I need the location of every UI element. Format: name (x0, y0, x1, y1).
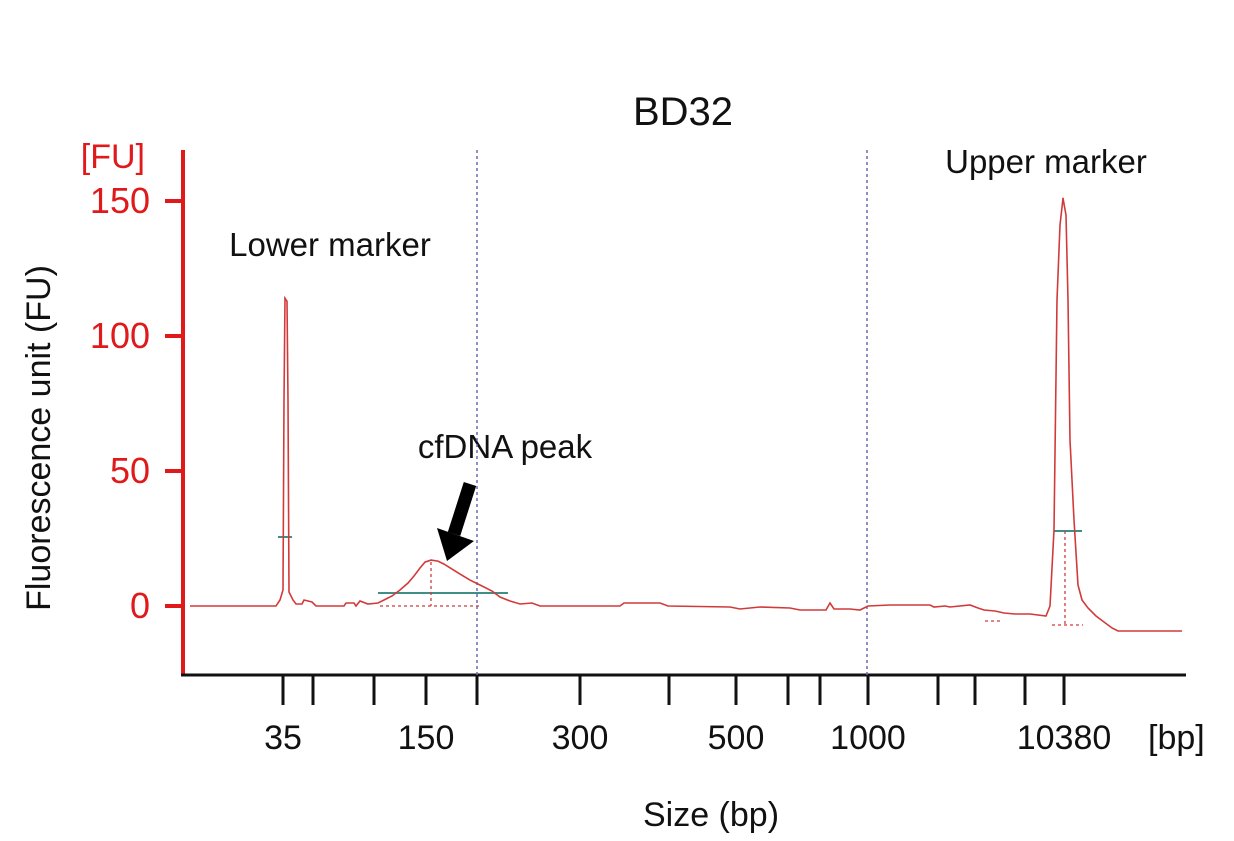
x-axis-label: Size (bp) (643, 796, 779, 834)
chart-title: BD32 (633, 90, 733, 134)
x-ticks: 35 150 300 500 1000 10380 (264, 675, 1111, 757)
upper-marker-label: Upper marker (945, 143, 1147, 180)
x-tick-label: 35 (264, 719, 302, 757)
lower-marker-label: Lower marker (229, 226, 431, 263)
y-ticks: 0 50 100 150 (90, 180, 183, 626)
x-tick-label: 150 (398, 719, 455, 757)
y-axis-label: Fluorescence unit (FU) (20, 265, 58, 611)
y-tick-label: 100 (90, 315, 150, 356)
cfdna-arrow (437, 482, 477, 561)
peak-point (284, 297, 286, 300)
peak-baselines (278, 530, 1082, 594)
electropherogram-trace (190, 198, 1182, 632)
peak-point (430, 559, 432, 561)
x-tick-label: 10380 (1017, 719, 1112, 757)
x-tick-label: 300 (552, 719, 609, 757)
y-unit-label: [FU] (81, 138, 145, 176)
peak-point (1062, 197, 1064, 200)
cfdna-peak-label: cfDNA peak (418, 428, 593, 465)
y-tick-label: 50 (110, 450, 150, 491)
x-tick-label: 500 (708, 719, 765, 757)
y-tick-label: 150 (90, 180, 150, 221)
x-unit-label: [bp] (1148, 719, 1205, 757)
y-tick-label: 0 (130, 585, 150, 626)
peak-dotted-guides (380, 531, 1083, 626)
peak-points (284, 197, 1064, 561)
x-tick-label: 1000 (830, 719, 906, 757)
